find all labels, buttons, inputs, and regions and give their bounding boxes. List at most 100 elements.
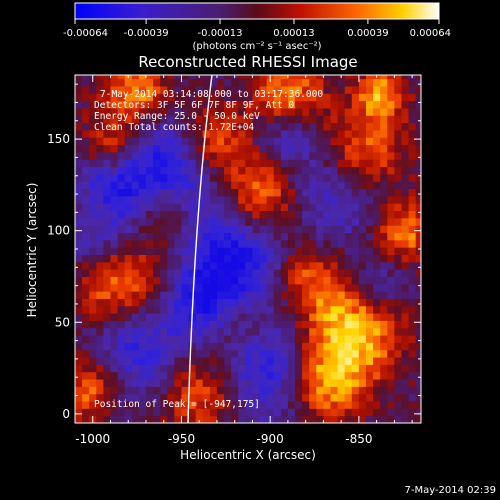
heatmap-cell <box>373 93 381 102</box>
heatmap-cell <box>195 159 204 168</box>
heatmap-cell <box>287 320 296 329</box>
heatmap-cell <box>358 210 367 219</box>
heatmap-cell <box>145 261 154 270</box>
heatmap-cell <box>145 327 154 336</box>
heatmap-cell <box>96 357 104 365</box>
heatmap-cell <box>280 269 289 277</box>
heatmap-cell <box>195 371 204 380</box>
heatmap-cell <box>174 357 182 365</box>
heatmap-cell <box>259 357 268 365</box>
heatmap-cell <box>252 313 261 321</box>
heatmap-cell <box>358 78 367 87</box>
heatmap-cell <box>302 276 310 285</box>
heatmap-cell <box>160 159 168 168</box>
heatmap-cell <box>415 327 421 336</box>
colorbar-tick-label: 0.00039 <box>347 28 388 39</box>
heatmap-cell <box>96 210 104 219</box>
heatmap-cell <box>117 151 126 160</box>
heatmap-cell <box>75 283 83 292</box>
heatmap-cell <box>131 415 140 423</box>
heatmap-cell <box>380 276 388 285</box>
heatmap-cell <box>153 144 161 153</box>
heatmap-cell <box>231 261 239 270</box>
heatmap-cell <box>280 364 289 373</box>
heatmap-cell <box>138 371 147 380</box>
heatmap-cell <box>287 129 296 138</box>
heatmap-cell <box>145 364 154 373</box>
heatmap-cell <box>124 261 133 270</box>
heatmap-cell <box>323 298 332 307</box>
heatmap-cell <box>110 401 119 409</box>
heatmap-cell <box>337 364 346 373</box>
heatmap-cell <box>408 283 417 292</box>
heatmap-cell <box>344 144 353 153</box>
heatmap-cell <box>394 283 402 292</box>
heatmap-cell <box>75 115 83 124</box>
heatmap-cell <box>181 85 190 94</box>
heatmap-cell <box>309 291 317 299</box>
heatmap-cell <box>181 276 190 285</box>
heatmap-cell <box>316 151 324 160</box>
heatmap-cell <box>380 159 388 168</box>
heatmap-cell <box>280 75 289 80</box>
heatmap-cell <box>238 379 246 387</box>
heatmap-cell <box>103 100 111 109</box>
heatmap-cell <box>259 313 268 321</box>
heatmap-cell <box>195 401 204 409</box>
heatmap-cell <box>323 159 332 168</box>
heatmap-cell <box>245 217 253 226</box>
heatmap-cell <box>145 313 154 321</box>
heatmap-cell <box>96 342 104 351</box>
heatmap-cell <box>75 415 83 423</box>
heatmap-cell <box>408 151 417 160</box>
heatmap-cell <box>167 217 175 226</box>
heatmap-cell <box>351 415 360 423</box>
heatmap-cell <box>145 320 154 329</box>
heatmap-cell <box>160 239 168 248</box>
heatmap-cell <box>160 254 168 263</box>
heatmap-cell <box>145 269 154 277</box>
heatmap-cell <box>181 166 190 175</box>
heatmap-cell <box>323 291 332 299</box>
heatmap-cell <box>330 371 339 380</box>
heatmap-cell <box>344 408 353 417</box>
heatmap-cell <box>415 151 421 160</box>
heatmap-cell <box>401 276 410 285</box>
heatmap-cell <box>316 107 324 116</box>
heatmap-cell <box>131 181 140 190</box>
heatmap-cell <box>160 320 168 329</box>
heatmap-cell <box>259 379 268 387</box>
heatmap-cell <box>295 305 303 314</box>
heatmap-cell <box>280 327 289 336</box>
heatmap-cell <box>138 85 147 94</box>
heatmap-cell <box>209 232 218 241</box>
heatmap-cell <box>365 247 374 255</box>
heatmap-cell <box>302 181 310 190</box>
heatmap-cell <box>365 100 374 109</box>
heatmap-cell <box>202 195 211 204</box>
heatmap-cell <box>145 195 154 204</box>
heatmap-cell <box>344 203 353 212</box>
heatmap-cell <box>401 78 410 87</box>
heatmap-cell <box>167 327 175 336</box>
heatmap-cell <box>252 364 261 373</box>
heatmap-cell <box>358 379 367 387</box>
heatmap-cell <box>266 137 275 146</box>
heatmap-cell <box>202 188 211 197</box>
heatmap-cell <box>252 305 261 314</box>
heatmap-cell <box>280 291 289 299</box>
heatmap-cell <box>330 225 339 234</box>
heatmap-cell <box>280 173 289 182</box>
heatmap-cell <box>259 144 268 153</box>
heatmap-cell <box>216 225 225 234</box>
heatmap-cell <box>82 401 90 409</box>
heatmap-cell <box>330 408 339 417</box>
heatmap-cell <box>316 261 324 270</box>
heatmap-cell <box>145 210 154 219</box>
heatmap-cell <box>124 203 133 212</box>
heatmap-cell <box>238 320 246 329</box>
heatmap-cell <box>188 247 197 255</box>
heatmap-cell <box>401 93 410 102</box>
heatmap-cell <box>216 115 225 124</box>
heatmap-cell <box>202 254 211 263</box>
